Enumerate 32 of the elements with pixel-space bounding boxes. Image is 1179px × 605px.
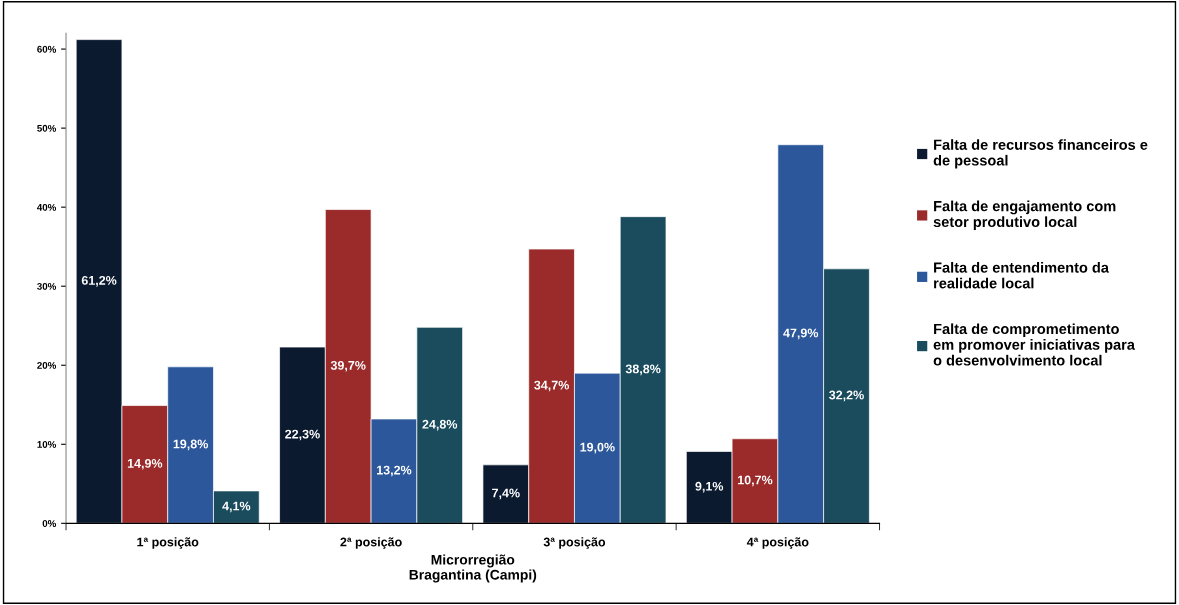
data-label: 13,2% [377,465,412,477]
data-label: 19,8% [173,439,208,451]
data-label: 14,9% [127,458,163,470]
y-tick-label: 20% [37,361,57,369]
data-label: 34,7% [534,380,569,392]
x-tick-label: 4ª posição [746,537,809,549]
y-tick-label: 10% [37,441,57,448]
x-tick-label: 2ª posição [340,537,402,549]
x-axis-title: Microrregião Bragantina (Campi) [409,554,537,583]
x-tick-label: 3ª posição [543,537,606,549]
legend-label: Falta de comprometimento em promover iniciativas para o desenvolvimento local [933,323,1136,366]
data-label: 47,9% [783,328,819,340]
data-label: 32,2% [829,390,864,402]
data-label: 10,7% [738,475,773,487]
data-label: 24,8% [422,419,458,431]
y-tick-label: 60% [37,45,57,53]
legend-label: Falta de recursos financeiros e de pessoal [933,139,1148,169]
legend-label: Falta de engajamento com setor produtivo local [933,200,1116,230]
data-label: 22,3% [285,429,320,441]
y-tick-label: 50% [37,124,57,132]
y-tick-label: 0% [42,520,57,527]
legend-label: Falta de entendimento da realidade local [934,262,1110,289]
data-label: 9,1% [695,481,724,493]
data-label: 38,8% [625,364,661,376]
data-label: 4,1% [222,501,251,513]
data-label: 19,0% [580,442,615,454]
data-label: 39,7% [330,360,366,372]
y-tick-label: 30% [37,282,57,290]
y-tick-label: 40% [36,203,57,211]
data-label: 61,2% [81,275,117,287]
x-tick-label: 1ª posição [137,537,199,549]
data-label: 7,4% [492,488,520,500]
